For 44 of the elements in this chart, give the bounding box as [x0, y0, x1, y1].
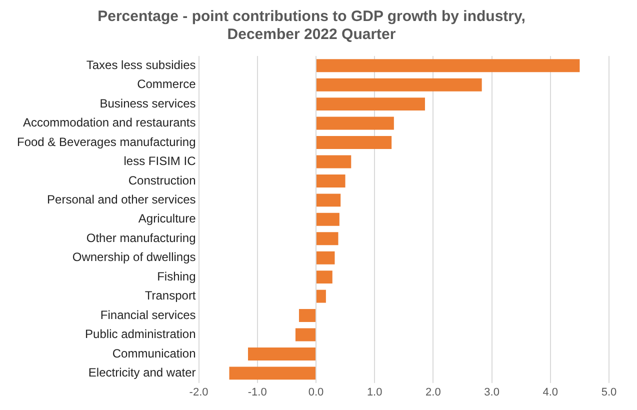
bar	[316, 78, 482, 92]
y-tick-label: Food & Beverages manufacturing	[16, 134, 196, 149]
bar	[316, 116, 394, 130]
y-tick-label: Construction	[128, 173, 196, 188]
bar	[248, 347, 316, 360]
bar	[295, 328, 316, 342]
x-tick-label: 0.0	[308, 386, 324, 398]
bar	[316, 155, 352, 168]
bar	[316, 251, 335, 264]
x-tick-label: 4.0	[542, 386, 558, 398]
bar	[316, 136, 392, 149]
bar	[316, 194, 341, 207]
bar	[316, 212, 340, 226]
bar	[316, 59, 580, 72]
bar	[316, 270, 332, 284]
bar	[316, 290, 326, 303]
x-tick-label: 2.0	[426, 386, 441, 398]
y-tick-label: less FISIM IC	[124, 154, 196, 168]
y-tick-label: Electricity and water	[88, 366, 196, 380]
x-tick-label: -1.0	[248, 386, 267, 398]
text: December 2022 Quarter	[227, 26, 396, 44]
x-tick-label: 1.0	[366, 386, 382, 398]
x-tick-label: 3.0	[484, 386, 500, 398]
text: Percentage - point contributions to GDP growth by industry,	[98, 8, 526, 26]
y-tick-label: Transport	[144, 288, 196, 303]
y-tick-label: Financial services	[100, 308, 196, 322]
bar	[316, 174, 346, 188]
x-tick-label: 5.0	[601, 386, 617, 398]
y-tick-label: Commerce	[137, 77, 196, 92]
bar	[316, 232, 338, 246]
bar	[316, 98, 425, 111]
x-tick-label: -2.0	[189, 386, 208, 398]
y-tick-label: Other manufacturing	[86, 230, 196, 245]
y-tick-label: Ownership of dwellings	[72, 250, 196, 264]
y-tick-label: Business services	[100, 96, 196, 110]
y-tick-label: Taxes less subsidies	[86, 58, 196, 72]
y-tick-label: Public administration	[85, 327, 196, 342]
y-tick-label: Agriculture	[138, 212, 196, 226]
y-tick-label: Communication	[112, 346, 196, 360]
bar	[229, 366, 316, 380]
y-tick-label: Fishing	[157, 269, 196, 284]
y-tick-label: Accommodation and restaurants	[23, 116, 196, 130]
y-tick-label: Personal and other services	[47, 192, 196, 206]
bar	[298, 309, 316, 322]
